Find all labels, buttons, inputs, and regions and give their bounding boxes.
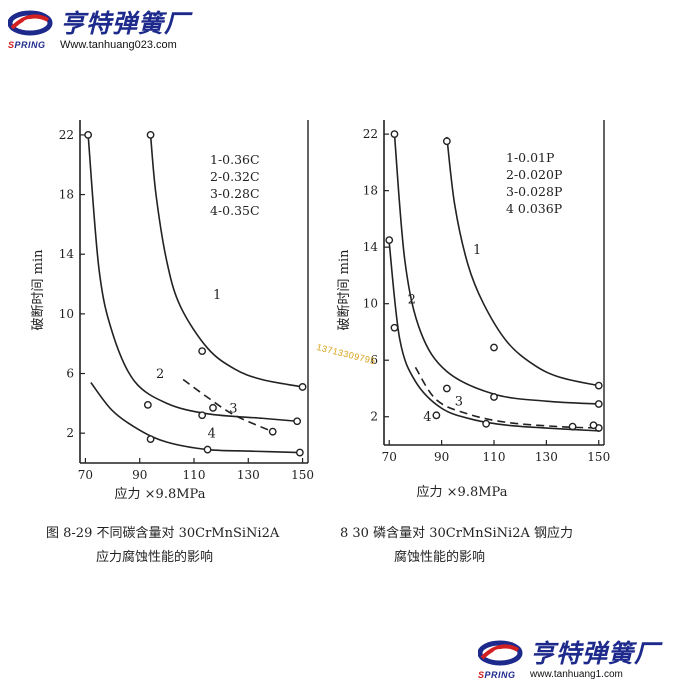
series-line-4 (90, 381, 300, 454)
data-point-4 (203, 445, 212, 454)
caption-line: 腐蚀性能的影响 (394, 550, 486, 565)
data-point-2 (442, 384, 451, 393)
caption-line: 图 8-29 不同碳含量对 30CrMnSiNi2A (46, 526, 280, 541)
x-axis-label: 应力 ×9.8MPa (115, 486, 206, 502)
data-point-3 (209, 403, 217, 412)
y-tick-label: 18 (59, 188, 74, 202)
x-tick-label: 70 (78, 468, 93, 482)
data-point-4 (295, 448, 304, 457)
y-tick-label: 6 (370, 353, 378, 367)
data-point-2 (490, 393, 498, 401)
series-line-3 (414, 366, 599, 429)
series-line-2 (87, 134, 298, 423)
series-label-3: 3 (455, 394, 463, 409)
y-tick-label: 22 (363, 127, 378, 141)
y-tick-label: 18 (363, 184, 378, 198)
series-line-1 (149, 134, 303, 388)
x-tick-label: 70 (382, 450, 397, 464)
data-point-3 (268, 427, 277, 436)
data-point-1 (298, 383, 307, 391)
data-point-4 (482, 419, 491, 428)
data-point-2 (198, 411, 207, 420)
x-tick-label: 110 (183, 468, 206, 482)
series-line-1 (446, 136, 599, 387)
legend-entry: 2-0.32C (210, 169, 260, 184)
y-tick-label: 10 (363, 297, 378, 311)
x-tick-label: 110 (483, 450, 506, 464)
data-point-4 (390, 323, 399, 332)
x-tick-label: 150 (587, 450, 610, 464)
brand-header: SPRING 亨特弹簧厂 Www.tanhuang023.com (7, 9, 191, 52)
caption-line: 应力腐蚀性能的影响 (96, 550, 214, 565)
data-point-2 (84, 131, 93, 139)
y-axis-label: 破断时间 min (337, 249, 352, 331)
figure-caption-8-30: 8 30 磷含量对 30CrMnSiNi2A 钢应力 腐蚀性能的影响 (340, 522, 573, 570)
y-tick-label: 6 (66, 367, 74, 381)
x-axis-label: 应力 ×9.8MPa (417, 484, 508, 500)
brand-url-link[interactable]: Www.tanhuang023.com (60, 39, 177, 51)
spring-logo-word: SPRING (478, 670, 516, 680)
data-point-4 (589, 421, 598, 430)
legend-entry: 1-0.36C (210, 152, 260, 167)
figure-caption-8-29: 图 8-29 不同碳含量对 30CrMnSiNi2A 应力腐蚀性能的影响 (46, 522, 279, 570)
x-tick-label: 90 (434, 450, 449, 464)
data-point-1 (198, 347, 207, 356)
y-tick-label: 14 (59, 247, 75, 261)
caption-line: 8 30 磷含量对 30CrMnSiNi2A 钢应力 (340, 526, 573, 541)
spring-logo-word: SPRING (8, 40, 46, 50)
series-label-2: 2 (156, 367, 164, 382)
series-line-4 (388, 242, 599, 432)
data-point-1 (442, 137, 451, 146)
x-tick-label: 130 (237, 468, 260, 482)
brand-url-link[interactable]: www.tanhuang1.com (530, 669, 623, 680)
series-label-1: 1 (473, 243, 481, 258)
series-label-4: 4 (423, 410, 431, 425)
data-point-2 (390, 130, 399, 139)
spring-logo-icon: SPRING (7, 10, 54, 50)
x-tick-label: 150 (291, 468, 314, 482)
y-tick-label: 10 (59, 307, 74, 321)
brand-name: 亨特弹簧厂 (60, 9, 191, 38)
brand-footer: SPRING 亨特弹簧厂 www.tanhuang1.com (477, 639, 661, 682)
x-tick-label: 90 (132, 468, 147, 482)
legend-entry: 4-0.35C (210, 203, 260, 218)
data-point-1 (490, 343, 498, 352)
legend-entry: 3-0.028P (506, 184, 562, 199)
data-point-1 (146, 131, 155, 139)
data-point-2 (594, 400, 603, 408)
spring-logo-icon: SPRING (477, 640, 524, 680)
data-point-2 (143, 400, 152, 409)
y-tick-label: 22 (59, 128, 74, 142)
data-point-4 (146, 435, 155, 444)
data-point-2 (293, 417, 302, 426)
series-label-3: 3 (229, 401, 237, 416)
data-point-4 (432, 411, 441, 420)
data-point-1 (594, 381, 603, 390)
y-tick-label: 14 (363, 240, 379, 254)
legend-entry: 1-0.01P (506, 150, 554, 165)
series-line-3 (182, 378, 274, 433)
y-tick-label: 2 (66, 426, 74, 440)
data-point-4 (385, 236, 394, 245)
legend-entry: 2-0.020P (506, 167, 562, 182)
x-tick-label: 130 (535, 450, 558, 464)
series-label-1: 1 (213, 288, 221, 303)
y-axis-label: 破断时间 min (31, 249, 46, 331)
legend-entry: 3-0.28C (210, 186, 260, 201)
series-label-2: 2 (408, 293, 416, 308)
brand-name: 亨特弹簧厂 (530, 639, 661, 668)
y-tick-label: 2 (370, 410, 378, 424)
legend-entry: 4 0.036P (506, 201, 562, 216)
series-line-2 (393, 134, 599, 405)
series-label-4: 4 (208, 427, 216, 442)
